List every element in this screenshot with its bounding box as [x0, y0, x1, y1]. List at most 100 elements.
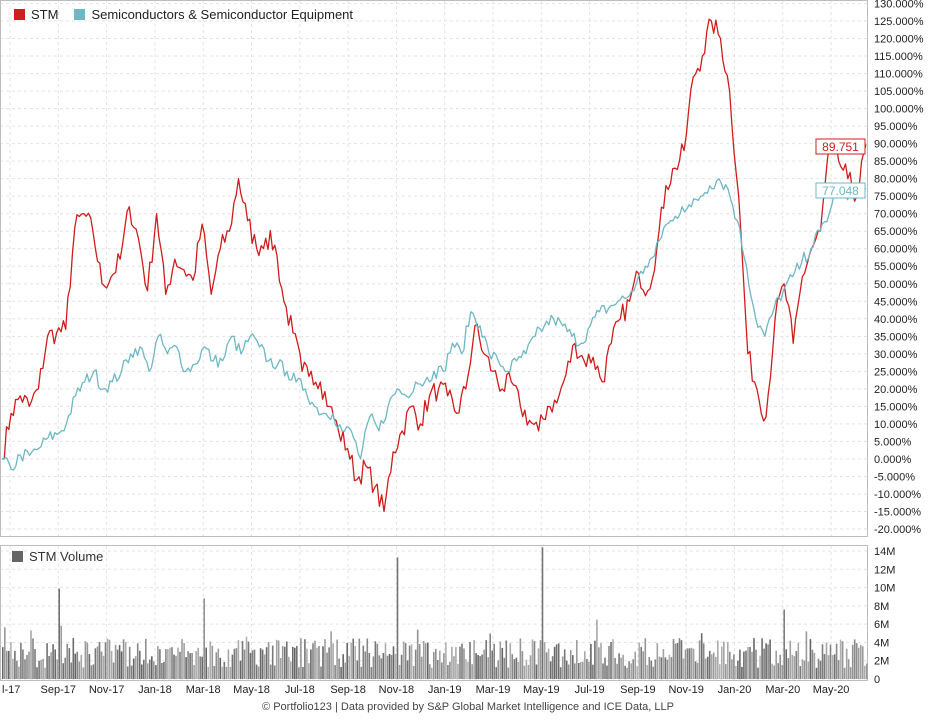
y-tick-label: 5.000%	[874, 436, 912, 448]
volume-bar	[614, 657, 616, 679]
volume-bar	[388, 654, 391, 679]
volume-bar	[435, 648, 437, 679]
volume-bar	[322, 646, 324, 679]
volume-bar	[602, 663, 604, 679]
volume-bar	[12, 658, 14, 679]
volume-bar	[787, 658, 790, 679]
volume-tick-label: 6M	[874, 619, 889, 631]
volume-bar	[817, 658, 820, 679]
volume-bar	[755, 649, 757, 679]
volume-bar	[443, 653, 445, 679]
volume-bar	[819, 660, 822, 679]
volume-bar	[324, 639, 326, 679]
y-tick-label: 25.000%	[874, 366, 918, 378]
volume-bar	[771, 663, 773, 679]
volume-bar	[624, 665, 626, 679]
volume-bar	[543, 642, 546, 679]
volume-tick-label: 8M	[874, 601, 889, 613]
volume-bar	[594, 640, 596, 679]
volume-bar	[201, 656, 203, 679]
volume-bar	[719, 664, 721, 679]
volume-bar	[835, 643, 838, 679]
volume-bar	[565, 660, 568, 679]
volume-bar	[610, 642, 612, 679]
volume-bar	[563, 649, 566, 679]
volume-tick-label: 2M	[874, 656, 889, 668]
volume-bar	[336, 639, 338, 679]
x-tick-label: Mar-18	[186, 684, 221, 696]
volume-bar	[789, 640, 792, 679]
volume-bar	[4, 627, 6, 679]
volume-bar	[392, 646, 395, 679]
volume-bar	[94, 648, 97, 679]
volume-bar	[139, 650, 141, 679]
volume-bar	[495, 667, 497, 679]
volume-bar	[477, 655, 479, 679]
semi-line	[1, 178, 867, 471]
volume-bar	[664, 657, 667, 679]
volume-bar	[652, 666, 655, 679]
y-tick-label: 0.000%	[874, 454, 912, 466]
volume-bar	[58, 588, 60, 679]
volume-bar	[636, 666, 638, 679]
volume-bar	[332, 643, 334, 679]
volume-bar	[368, 653, 371, 679]
volume-bar	[257, 666, 260, 679]
volume-bar	[259, 648, 262, 679]
volume-bar	[437, 660, 439, 679]
volume-bar	[837, 660, 840, 679]
volume-bar	[231, 654, 234, 679]
volume-bar	[797, 642, 800, 679]
volume-bar	[696, 662, 699, 679]
volume-bar	[253, 649, 256, 679]
volume-bar	[207, 666, 209, 679]
volume-bar	[378, 655, 381, 679]
volume-bar	[346, 642, 348, 679]
volume-bar	[592, 664, 594, 679]
volume-bar	[42, 658, 44, 679]
volume-bar	[576, 640, 578, 679]
price-lines	[1, 18, 867, 513]
volume-bar	[157, 646, 159, 679]
volume-bar	[866, 663, 868, 679]
volume-bar	[134, 656, 137, 679]
stm-last-value: 89.751	[822, 140, 859, 154]
volume-bar	[380, 658, 383, 679]
x-tick-label: Nov-17	[89, 684, 124, 696]
volume-bar	[777, 663, 779, 679]
volume-bar	[676, 643, 679, 679]
volume-bar	[88, 654, 91, 679]
volume-bar	[153, 661, 155, 679]
volume-tick-label: 4M	[874, 637, 889, 649]
volume-bar	[10, 642, 12, 679]
volume-bar	[469, 641, 471, 679]
volume-bar	[38, 660, 40, 679]
volume-bar	[785, 649, 787, 679]
volume-bar	[721, 646, 723, 679]
volume-bar	[310, 649, 312, 679]
volume-bar	[507, 667, 510, 679]
volume-bar	[451, 646, 453, 679]
volume-bar	[712, 652, 715, 679]
volume-bar	[70, 662, 73, 679]
volume-bar	[404, 642, 407, 679]
volume-bar	[100, 651, 103, 679]
volume-bar	[364, 651, 367, 679]
y-tick-label: 35.000%	[874, 331, 918, 343]
y-tick-label: 60.000%	[874, 244, 918, 256]
x-tick-label: Jan-18	[138, 684, 172, 696]
volume-bar	[36, 667, 38, 679]
volume-bar	[92, 664, 95, 679]
volume-bar	[390, 654, 393, 679]
y-tick-label: 70.000%	[874, 209, 918, 221]
volume-bar	[815, 667, 818, 679]
volume-bar	[626, 667, 628, 679]
volume-bar	[312, 643, 314, 679]
volume-bar	[503, 657, 506, 679]
volume-bar	[706, 656, 709, 679]
volume-bar	[247, 641, 250, 679]
volume-bar	[541, 547, 544, 679]
volume-bar	[710, 654, 713, 679]
volume-bar	[173, 654, 175, 679]
volume-bar	[803, 660, 806, 679]
